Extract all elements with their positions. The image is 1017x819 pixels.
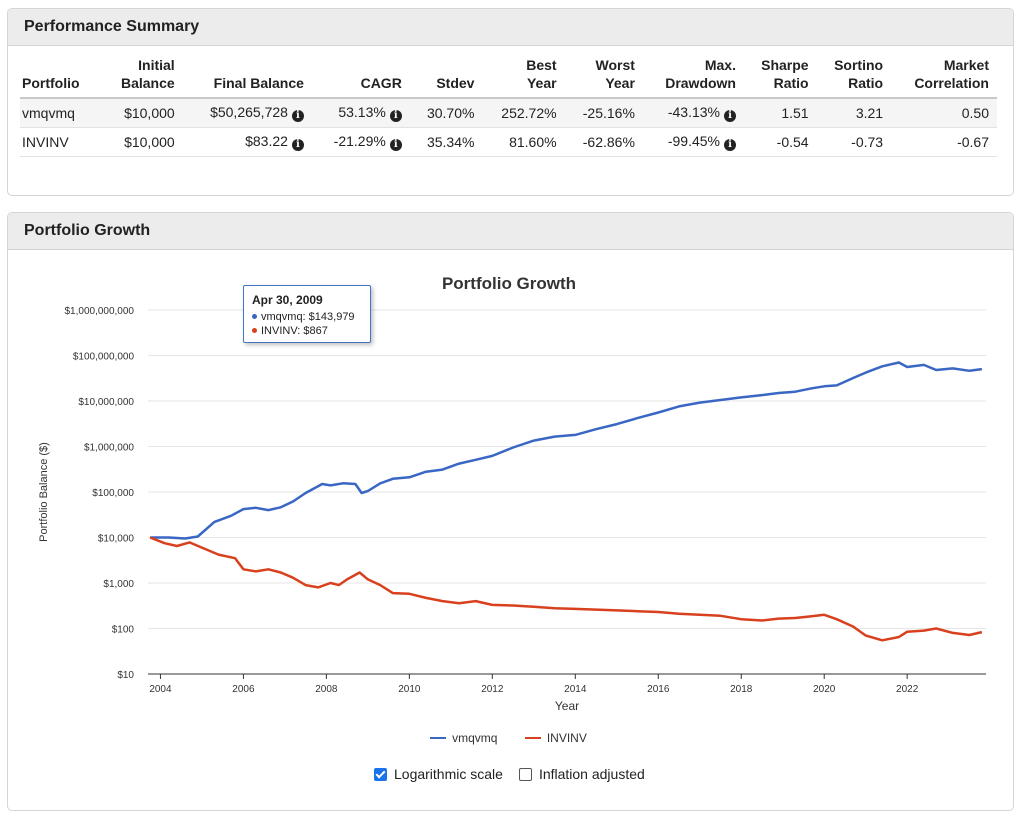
y-tick-label: $10,000 [98, 534, 135, 545]
log-scale-label[interactable]: Logarithmic scale [394, 766, 503, 782]
chart-title: Portfolio Growth [442, 274, 576, 293]
info-icon[interactable]: i [389, 139, 402, 151]
col-initial-balance[interactable]: Initial Balance [102, 56, 183, 99]
table-row: vmqvmq $10,000 $50,265,728 i 53.13% i 30.7… [20, 98, 997, 128]
x-axis-label: Year [555, 699, 579, 713]
col-market-correlation[interactable]: Market Correlation [891, 56, 997, 99]
portfolio-growth-title: Portfolio Growth [8, 213, 1013, 250]
cell-initial: $10,000 [102, 98, 183, 128]
table-row: INVINV $10,000 $83.22 i -21.29% i 35.34% 8… [20, 127, 997, 157]
x-tick-label: 2014 [564, 684, 587, 695]
cell-maxdd: -99.45% i [642, 127, 744, 157]
cell-corr: 0.50 [891, 98, 997, 128]
inflation-adjusted-checkbox[interactable] [518, 767, 532, 781]
log-scale-checkbox[interactable] [374, 767, 387, 781]
x-tick-label: 2008 [315, 684, 338, 695]
performance-summary-title: Performance Summary [8, 9, 1013, 46]
y-tick-label: $10,000,000 [78, 397, 134, 408]
cell-cagr: -21.29% i [311, 127, 410, 157]
series-line-vmqvmq [150, 361, 983, 540]
col-best-year[interactable]: Best Year [482, 56, 565, 99]
cell-portfolio: vmqvmq [20, 98, 103, 128]
x-tick-label: 2016 [647, 684, 670, 695]
chart-tooltip: Apr 30, 2009 vmqvmq: $143,979 INVINV: $8… [243, 285, 371, 343]
col-stdev[interactable]: Stdev [409, 56, 483, 99]
tooltip-row: INVINV: $867 [252, 324, 370, 338]
cell-worst: -62.86% [564, 127, 643, 157]
y-tick-label: $100 [112, 625, 135, 636]
y-axis-label: Portfolio Balance ($) [38, 442, 50, 542]
x-tick-label: 2018 [730, 684, 753, 695]
info-icon[interactable]: i [291, 110, 304, 122]
x-tick-label: 2004 [149, 684, 172, 695]
col-max-drawdown[interactable]: Max. Drawdown [642, 56, 744, 99]
legend-line-icon [524, 737, 541, 739]
info-icon[interactable]: i [723, 139, 736, 151]
table-header-row: Portfolio Initial Balance Final Balance C… [20, 56, 997, 99]
inflation-adjusted-label[interactable]: Inflation adjusted [538, 766, 645, 782]
series-dot-icon [252, 328, 257, 333]
cell-worst: -25.16% [564, 98, 643, 128]
col-worst-year[interactable]: Worst Year [564, 56, 643, 99]
portfolio-growth-panel: Portfolio Growth [7, 212, 1014, 811]
cell-sharpe: -0.54 [743, 127, 817, 157]
y-tick-label: $10 [117, 670, 134, 681]
legend-item-vmqvmq[interactable]: vmqvmq [430, 731, 497, 745]
col-final-balance[interactable]: Final Balance [182, 56, 312, 99]
legend-line-icon [430, 737, 447, 739]
cell-portfolio: INVINV [20, 127, 103, 157]
series-line-invinv [149, 536, 983, 642]
y-tick-label: $1,000,000 [84, 443, 134, 454]
x-tick-label: 2020 [813, 684, 836, 695]
x-tick-label: 2012 [481, 684, 504, 695]
info-icon[interactable]: i [291, 139, 304, 151]
cell-sortino: -0.73 [816, 127, 892, 157]
col-portfolio[interactable]: Portfolio [20, 56, 103, 99]
x-tick-label: 2010 [398, 684, 421, 695]
info-icon[interactable]: i [723, 110, 736, 122]
series-dot-icon [252, 314, 257, 319]
cell-final: $83.22 i [182, 127, 312, 157]
cell-final: $50,265,728 i [182, 98, 312, 128]
cell-best: 81.60% [482, 127, 565, 157]
y-tick-label: $1,000,000,000 [64, 306, 134, 317]
col-sortino-ratio[interactable]: Sortino Ratio [816, 56, 892, 99]
tooltip-date: Apr 30, 2009 [252, 293, 323, 307]
performance-table: Portfolio Initial Balance Final Balance C… [20, 56, 997, 157]
cell-sortino: 3.21 [816, 98, 892, 128]
x-tick-label: 2022 [896, 684, 919, 695]
info-icon[interactable]: i [389, 110, 402, 122]
cell-initial: $10,000 [102, 127, 183, 157]
chart-options: Logarithmic scale Inflation adjusted [374, 766, 645, 782]
chart-legend: vmqvmq INVINV [0, 731, 1017, 745]
cell-corr: -0.67 [891, 127, 997, 157]
cell-stdev: 35.34% [409, 127, 483, 157]
cell-sharpe: 1.51 [743, 98, 817, 128]
cell-maxdd: -43.13% i [642, 98, 744, 128]
cell-stdev: 30.70% [409, 98, 483, 128]
y-tick-label: $1,000 [103, 579, 134, 590]
tooltip-row: vmqvmq: $143,979 [252, 310, 370, 324]
legend-item-invinv[interactable]: INVINV [524, 731, 587, 745]
y-tick-label: $100,000 [92, 488, 134, 499]
col-cagr[interactable]: CAGR [311, 56, 410, 99]
x-tick-label: 2006 [232, 684, 255, 695]
col-sharpe-ratio[interactable]: Sharpe Ratio [743, 56, 817, 99]
y-tick-label: $100,000,000 [73, 352, 135, 363]
cell-best: 252.72% [482, 98, 565, 128]
cell-cagr: 53.13% i [311, 98, 410, 128]
